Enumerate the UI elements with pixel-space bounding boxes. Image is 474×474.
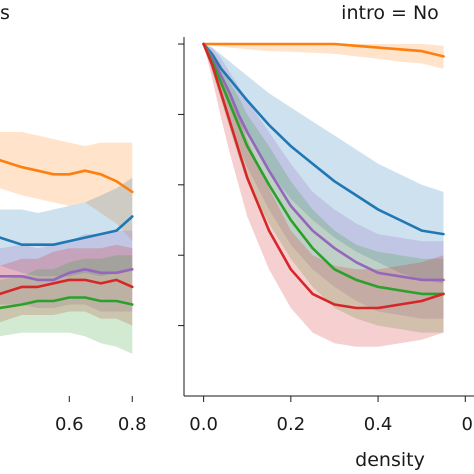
left-band-blue xyxy=(0,177,133,277)
left-band-purple xyxy=(0,230,133,312)
right-line-purple xyxy=(202,42,445,282)
right-band-purple xyxy=(203,44,444,319)
left-line-red xyxy=(0,278,134,296)
right-line-orange xyxy=(202,42,445,58)
right-x-tick-label: 0.0 xyxy=(189,414,218,435)
right-x-tick-label: 0.2 xyxy=(277,414,306,435)
left-plot-area xyxy=(0,132,134,354)
right-panel: intro = No 0.0 0.2 0.4 0 density xyxy=(178,2,474,471)
right-band-orange xyxy=(203,44,444,69)
right-band-green xyxy=(203,44,444,333)
left-band-red xyxy=(0,244,133,326)
left-x-tick-label: 0.8 xyxy=(118,414,147,435)
right-line-blue xyxy=(202,42,445,236)
right-line-green xyxy=(202,42,445,296)
left-x-tick-label: 0.6 xyxy=(55,414,84,435)
right-panel-title: intro = No xyxy=(341,2,439,24)
right-plot-area xyxy=(202,42,445,347)
right-x-tick-label: 0.4 xyxy=(364,414,393,435)
left-line-purple xyxy=(0,267,134,282)
right-band-red xyxy=(203,44,444,347)
left-line-orange xyxy=(0,158,134,194)
left-band-orange xyxy=(0,132,133,242)
right-line-red xyxy=(202,42,445,310)
right-y-ticks xyxy=(178,43,184,327)
left-line-blue xyxy=(0,215,134,246)
right-x-tick-label: 0 xyxy=(462,414,473,435)
left-panel: s 0.6 0.8 xyxy=(0,2,147,435)
right-band-blue xyxy=(203,44,444,284)
left-panel-title: s xyxy=(0,2,10,24)
left-line-green xyxy=(0,296,134,310)
left-x-axis: 0.6 0.8 xyxy=(55,396,147,435)
right-x-axis-label: density xyxy=(355,449,425,471)
right-x-axis: 0.0 0.2 0.4 0 xyxy=(189,396,473,435)
